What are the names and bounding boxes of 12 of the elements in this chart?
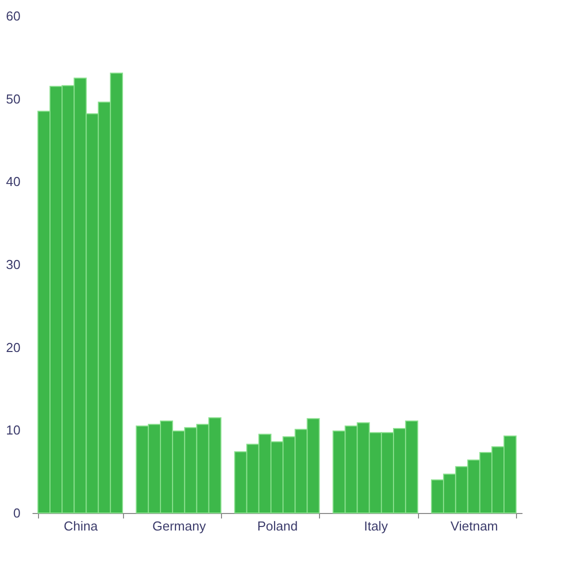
y-tick-label: 60: [6, 8, 20, 24]
y-tick-label: 10: [6, 422, 20, 438]
x-tick-label: Vietnam: [450, 518, 498, 534]
y-tick-label: 30: [6, 257, 20, 272]
y-tick-label: 50: [6, 91, 20, 106]
x-tick-label: Poland: [257, 518, 298, 534]
x-tick-label: Germany: [152, 518, 206, 534]
x-tick-label: Italy: [364, 518, 388, 534]
y-tick-label: 20: [6, 340, 20, 355]
y-tick-label: 0: [13, 506, 20, 520]
y-tick-label: 40: [6, 174, 20, 190]
x-tick-label: China: [64, 518, 98, 534]
